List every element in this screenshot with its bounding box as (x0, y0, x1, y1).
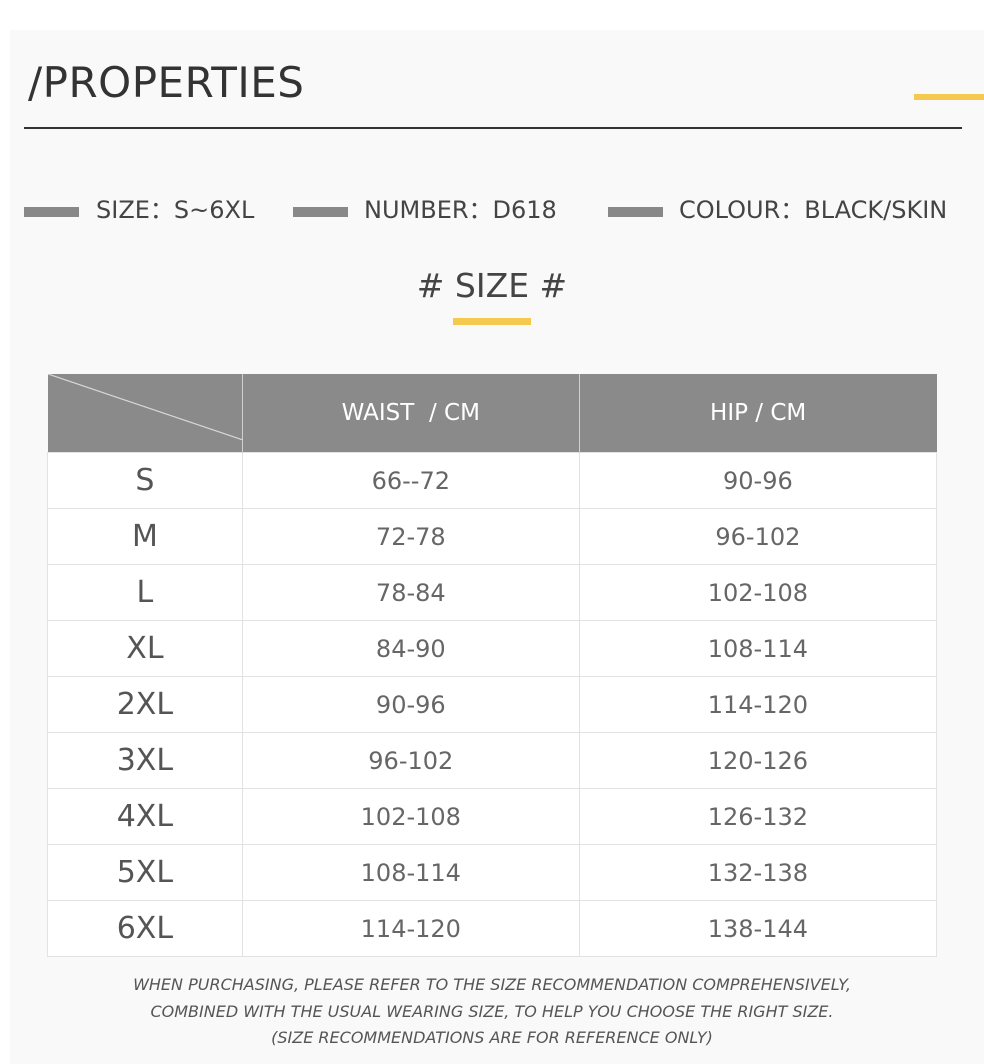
measure-cell: 114-120 (578, 676, 938, 733)
size-cell: 2XL (47, 676, 243, 733)
property-text: NUMBER：D618 (364, 196, 557, 224)
table-row: L 78-84 102-108 (47, 564, 938, 621)
measure-cell: 84-90 (241, 620, 580, 677)
size-cell: 3XL (47, 732, 243, 789)
measure-cell: 96-102 (578, 508, 938, 565)
corner-cell (47, 374, 243, 453)
property-bar (24, 207, 79, 217)
measure-cell: 66--72 (241, 452, 580, 509)
size-table: WAIST / CM HIP / CM S 66--72 90-96 M 72-78 96-… (47, 374, 938, 957)
size-cell: 6XL (47, 900, 243, 957)
measure-cell: 132-138 (578, 844, 938, 901)
header-row: WAIST / CM HIP / CM (47, 374, 937, 453)
measure-cell: 90-96 (578, 452, 938, 509)
column-header: WAIST / CM (241, 374, 580, 453)
size-cell: 4XL (47, 788, 243, 845)
table-row: 5XL 108-114 132-138 (47, 844, 938, 901)
table-row: 3XL 96-102 120-126 (47, 732, 938, 789)
property-text: COLOUR：BLACK/SKIN (679, 196, 948, 224)
measure-cell: 138-144 (578, 900, 938, 957)
table-row: 6XL 114-120 138-144 (47, 900, 938, 957)
measure-cell: 72-78 (241, 508, 580, 565)
table-row: XL 84-90 108-114 (47, 620, 938, 677)
note-line: COMBINED WITH THE USUAL WEARING SIZE, TO… (150, 1001, 834, 1021)
measure-cell: 90-96 (241, 676, 580, 733)
measure-cell: 102-108 (241, 788, 580, 845)
title-accent (914, 94, 984, 100)
table-row: M 72-78 96-102 (47, 508, 938, 565)
size-accent (453, 318, 531, 325)
table-row: S 66--72 90-96 (47, 452, 938, 509)
property-bar (608, 207, 663, 217)
measure-cell: 108-114 (241, 844, 580, 901)
size-cell: S (47, 452, 243, 509)
measure-cell: 102-108 (578, 564, 938, 621)
measure-cell: 78-84 (241, 564, 580, 621)
measure-cell: 126-132 (578, 788, 938, 845)
measure-cell: 96-102 (241, 732, 580, 789)
note-line: WHEN PURCHASING, PLEASE REFER TO THE SIZ… (133, 975, 851, 994)
title-rule (24, 127, 962, 129)
size-cell: L (47, 564, 243, 621)
title: /PROPERTIES (28, 58, 305, 107)
size-cell: 5XL (47, 844, 243, 901)
notes: WHEN PURCHASING, PLEASE REFER TO THE SIZ… (0, 972, 984, 1052)
note-line: (SIZE RECOMMENDATIONS ARE FOR REFERENCE … (271, 1028, 713, 1047)
measure-cell: 108-114 (578, 620, 938, 677)
column-header: HIP / CM (578, 374, 937, 453)
size-heading: # SIZE # (416, 266, 568, 305)
measure-cell: 114-120 (241, 900, 580, 957)
measure-cell: 120-126 (578, 732, 938, 789)
size-cell: M (47, 508, 243, 565)
table-row: 2XL 90-96 114-120 (47, 676, 938, 733)
diagonal (47, 374, 243, 440)
property-text: SIZE：S~6XL (96, 196, 255, 224)
size-cell: XL (47, 620, 243, 677)
property-bar (293, 207, 348, 217)
table-row: 4XL 102-108 126-132 (47, 788, 938, 845)
